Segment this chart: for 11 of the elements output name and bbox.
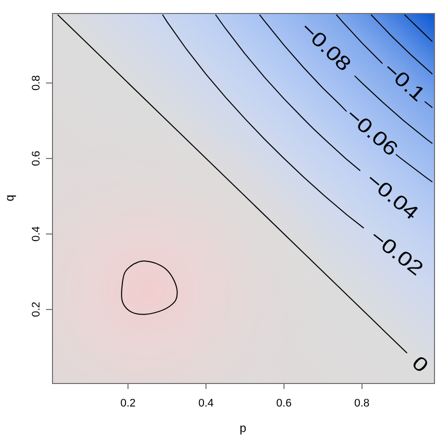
y-tick-label: 0.4	[30, 226, 42, 242]
x-tick-label: 0.4	[198, 398, 214, 410]
x-tick-label: 0.6	[276, 398, 292, 410]
y-tick-label: 0.8	[30, 75, 42, 90]
text: 0	[408, 351, 433, 377]
y-tick-label: 0.6	[30, 150, 42, 166]
x-tick-label: 0.2	[120, 398, 136, 410]
y-axis-title: q	[2, 194, 17, 202]
y-tick-label: 0.2	[30, 302, 42, 318]
x-axis-title: p	[240, 421, 247, 436]
x-tick-label: 0.8	[354, 398, 370, 410]
